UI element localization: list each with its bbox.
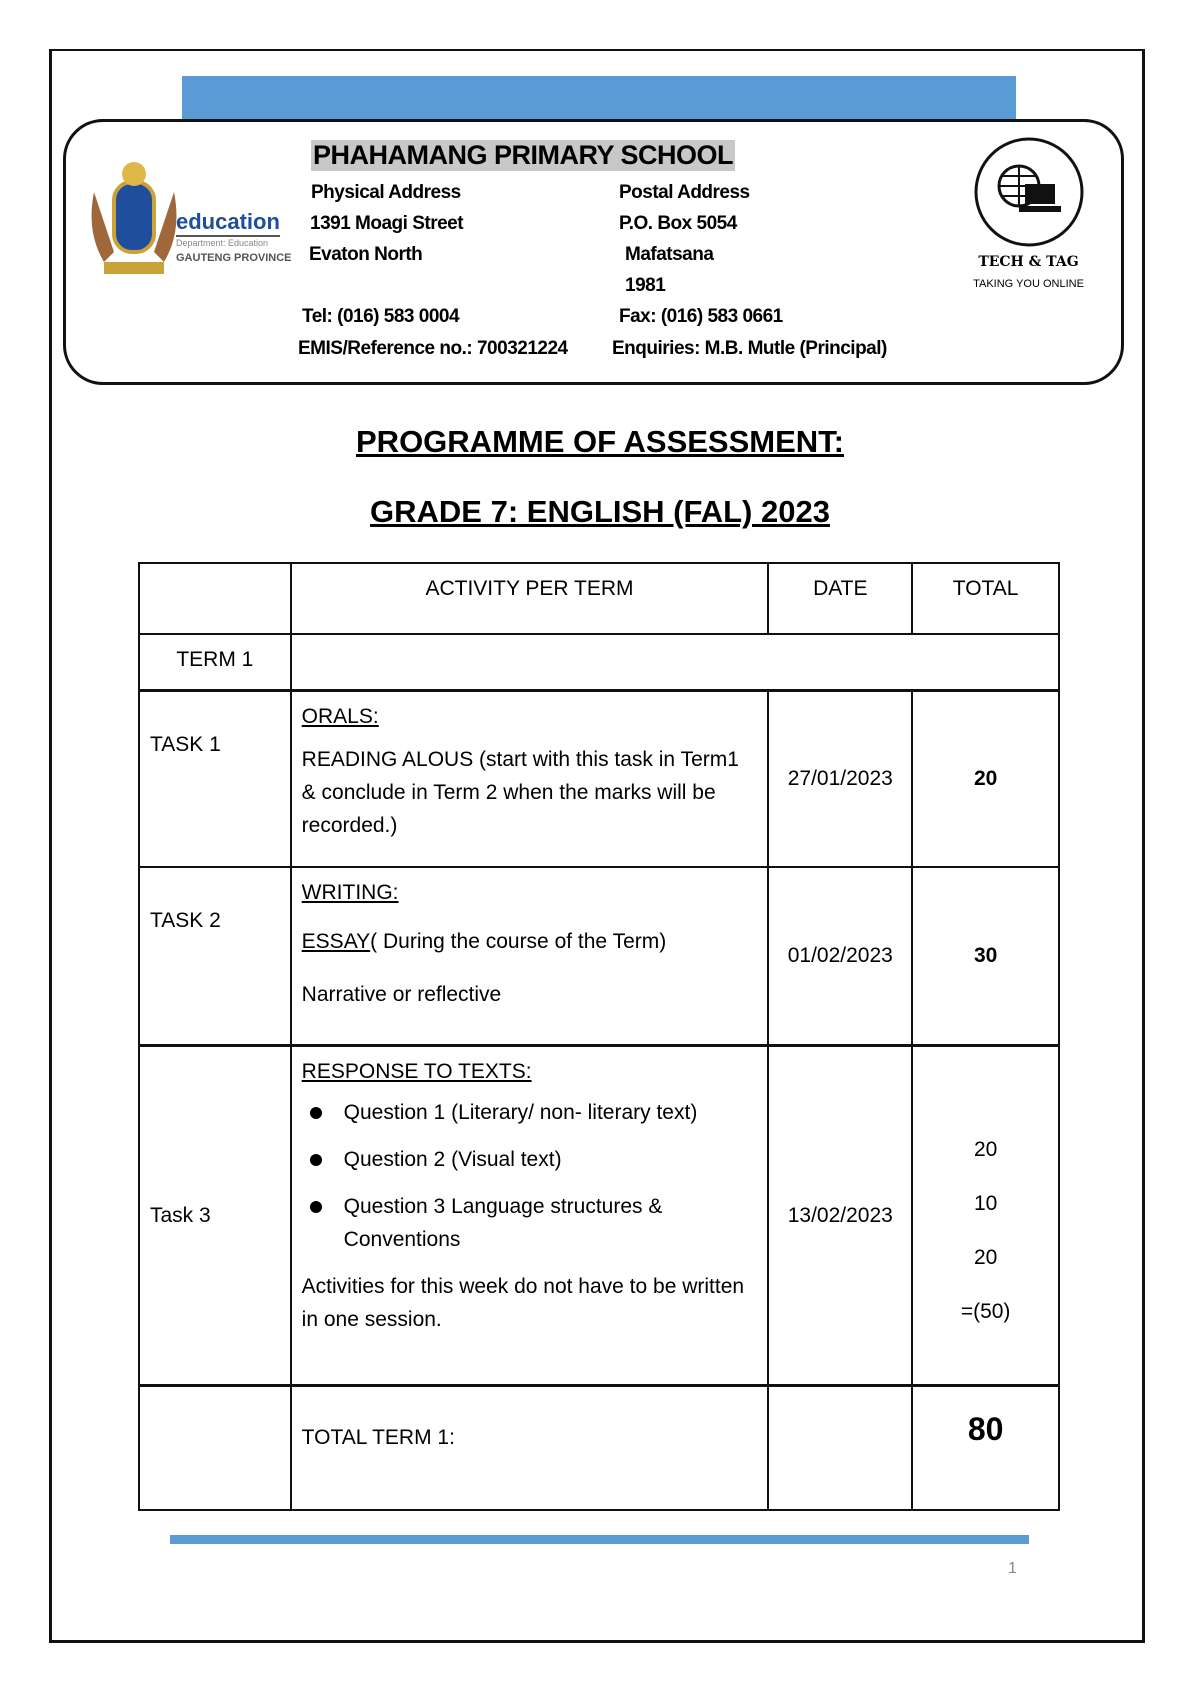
title-grade: GRADE 7: ENGLISH (FAL) 2023 [370,494,830,529]
tech-tag-name: TECH & TAG [978,254,1079,270]
table-row: Task 3 RESPONSE TO TEXTS: Question 1 (Li… [138,1043,1060,1386]
assessment-table: ACTIVITY PER TERM DATE TOTAL TERM 1 TASK… [138,562,1061,1511]
total-row: TOTAL TERM 1: 80 [138,1383,1060,1511]
header-total: TOTAL [911,562,1060,635]
postal-address-label: Postal Address [619,182,750,203]
title-programme: PROGRAMME OF ASSESSMENT: [356,424,844,459]
logo-education-word: education [176,209,280,237]
header-activity: ACTIVITY PER TERM [289,562,770,635]
term-row: TERM 1 [138,633,1061,691]
tech-tag-tagline: TAKING YOU ONLINE [973,278,1084,290]
tel: Tel: (016) 583 0004 [302,306,460,327]
total-value: 80 [911,1383,1060,1511]
area: Evaton North [309,244,423,265]
logo-dept: Department: Education [176,238,269,248]
po-box: P.O. Box 5054 [619,213,737,234]
physical-address-label: Physical Address [311,182,461,203]
header-date: DATE [767,562,914,635]
table-row: TASK 2 WRITING: ESSAY( During the course… [138,866,1060,1046]
town: Mafatsana [625,244,714,265]
table-row: TASK 1 ORALS: READING ALOUS (start with t… [138,688,1060,868]
fax: Fax: (016) 583 0661 [619,306,783,327]
postal-code: 1981 [625,275,666,296]
letterhead: education Department: Education GAUTENG … [63,119,1124,385]
emis: EMIS/Reference no.: 700321224 [298,338,568,359]
enquiries: Enquiries: M.B. Mutle (Principal) [612,338,887,359]
header-blue-bar [182,76,1016,119]
gauteng-coat-of-arms-logo [91,162,177,274]
logo-province: GAUTENG PROVINCE [176,252,292,264]
page-border [49,49,1145,1643]
page-number: 1 [1008,1560,1017,1577]
street: 1391 Moagi Street [310,213,464,234]
school-name: PHAHAMANG PRIMARY SCHOOL [311,140,736,171]
term-label: TERM 1 [138,633,292,691]
footer-blue-bar [170,1535,1029,1544]
globe-laptop-icon [974,137,1084,247]
table-header-row: ACTIVITY PER TERM DATE TOTAL [138,562,1060,635]
